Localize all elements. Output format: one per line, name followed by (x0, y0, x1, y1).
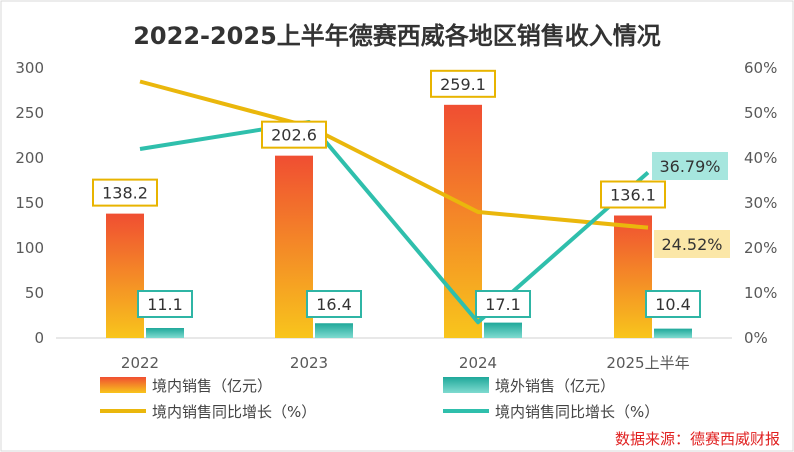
bar-domestic-label: 259.1 (440, 75, 486, 94)
x-tick-label: 2025上半年 (606, 354, 689, 372)
bar-overseas-label-box (645, 290, 701, 318)
bar-overseas-label-box (475, 290, 531, 318)
bar-domestic (614, 215, 652, 338)
line-yellow-end-label: 24.52% (661, 235, 722, 254)
bar-domestic-label-box (430, 69, 496, 98)
bar-overseas-label: 16.4 (316, 295, 352, 314)
y-right-tick-label: 40% (744, 149, 777, 167)
legend-label-yellow-line: 境内销售同比增长（%） (152, 403, 316, 421)
line-yellow-end-label-box (654, 230, 730, 258)
bar-domestic (106, 213, 144, 338)
y-right-tick-label: 60% (744, 59, 777, 77)
legend-label-overseas: 境外销售（亿元） (495, 377, 615, 395)
bar-domestic-label-box (261, 120, 327, 149)
line-growth-yellow (139, 79, 649, 230)
legend-swatch-domestic (100, 377, 146, 393)
line-teal-end-label: 36.79% (659, 157, 720, 176)
y-left-tick-label: 200 (15, 149, 44, 167)
y-right-tick-label: 10% (744, 284, 777, 302)
y-right-tick-label: 0% (744, 329, 768, 347)
bar-overseas (484, 322, 522, 338)
bar-overseas-label-box (137, 290, 193, 318)
x-tick-label: 2022 (121, 354, 159, 372)
bar-overseas (146, 328, 184, 338)
chart-title: 2022-2025上半年德赛西威各地区销售收入情况 (133, 22, 661, 50)
bar-overseas-label: 10.4 (655, 295, 691, 314)
y-left-tick-label: 0 (34, 329, 44, 347)
y-left-tick-label: 100 (15, 239, 44, 257)
y-right-tick-label: 50% (744, 104, 777, 122)
bar-overseas-label-box (306, 290, 362, 318)
x-tick-label: 2023 (290, 354, 328, 372)
x-tick-label: 2024 (459, 354, 497, 372)
bar-domestic-label: 136.1 (610, 186, 656, 205)
bar-overseas (654, 328, 692, 338)
y-left-tick-label: 300 (15, 59, 44, 77)
y-right-tick-label: 20% (744, 239, 777, 257)
bar-overseas-label: 17.1 (485, 295, 521, 314)
y-left-tick-label: 250 (15, 104, 44, 122)
legend-label-domestic: 境内销售（亿元） (152, 377, 272, 395)
bar-domestic-label: 202.6 (271, 126, 317, 145)
line-teal-end-label-box (652, 152, 728, 180)
bar-domestic-label-box (92, 178, 158, 207)
source-note: 数据来源：德赛西威财报 (615, 430, 780, 448)
bar-overseas-label: 11.1 (147, 295, 183, 314)
bar-domestic-label: 138.2 (102, 184, 148, 203)
line-growth-teal (139, 120, 650, 325)
bar-domestic-label-box (600, 180, 666, 209)
legend-swatch-overseas (443, 377, 489, 393)
y-left-tick-label: 50 (25, 284, 44, 302)
bar-overseas (315, 323, 353, 338)
y-right-tick-label: 30% (744, 194, 777, 212)
legend-label-teal-line: 境内销售同比增长（%） (495, 403, 659, 421)
y-left-tick-label: 150 (15, 194, 44, 212)
